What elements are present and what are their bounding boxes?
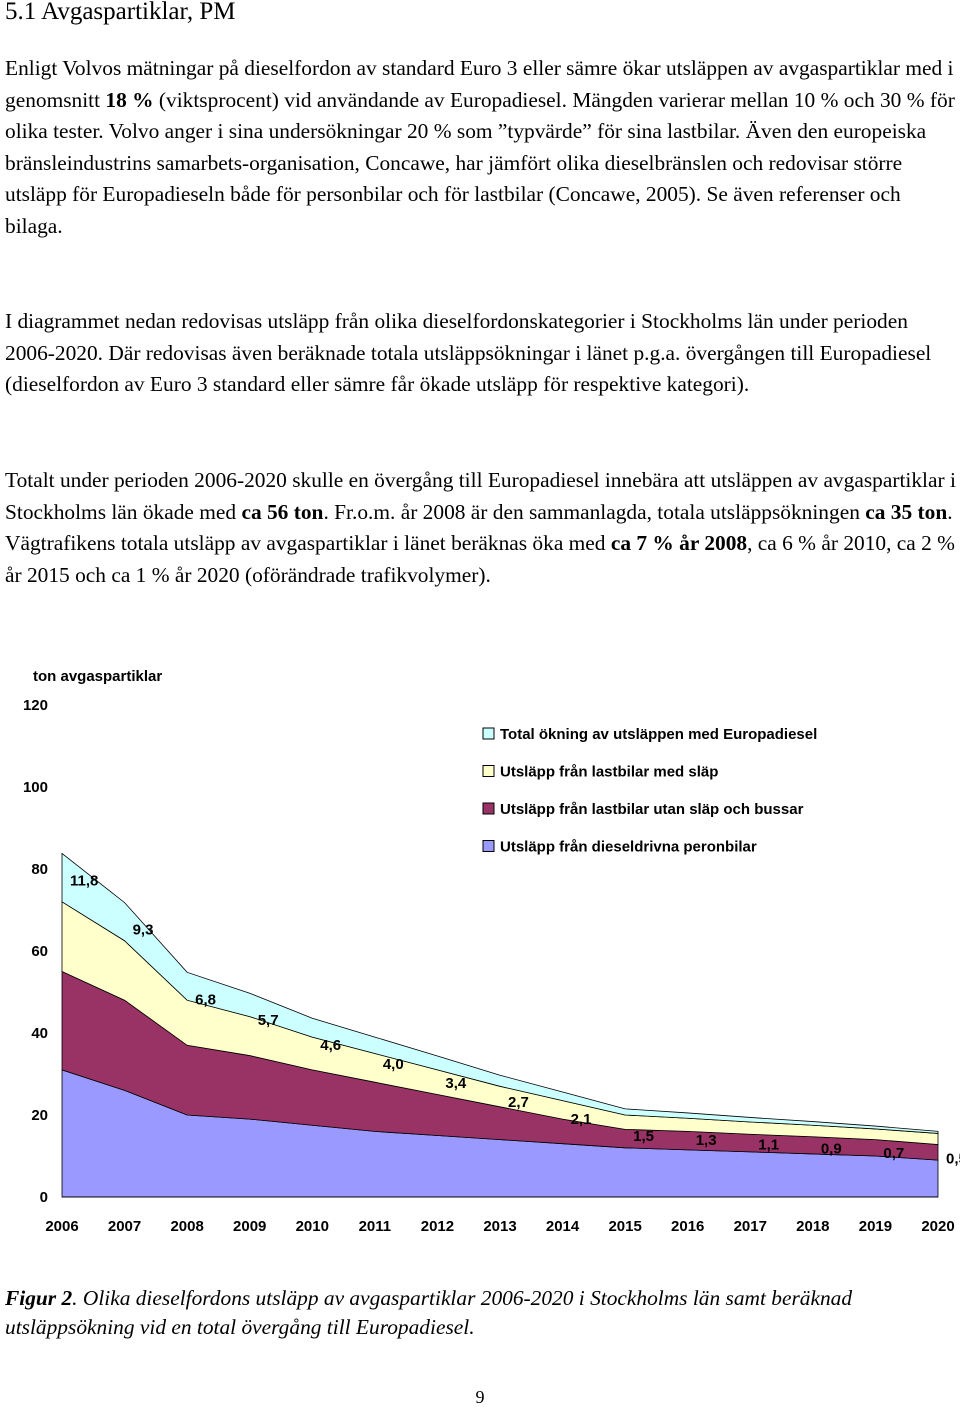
bold-text: ca 56 ton: [241, 499, 324, 524]
data-label: 11,8: [70, 872, 98, 889]
text-run: (viktsprocent) vid användande av Europad…: [5, 87, 955, 238]
y-tick-label: 80: [31, 861, 48, 878]
data-label: 6,8: [195, 991, 216, 1008]
paragraph-2: I diagrammet nedan redovisas utsläpp frå…: [5, 306, 960, 401]
x-tick-label: 2014: [546, 1218, 580, 1235]
figure-caption: Figur 2. Olika dieselfordons utsläpp av …: [5, 1284, 955, 1342]
bold-text: ca 7 % år 2008: [610, 531, 748, 555]
area-series-4: [61, 852, 939, 1134]
y-tick-label: 60: [31, 943, 48, 960]
x-tick-label: 2010: [296, 1218, 329, 1235]
x-tick-label: 2019: [859, 1218, 892, 1235]
x-tick-label: 2020: [921, 1218, 954, 1235]
text-run: , ca 6 % år 2010, ca 2 % år 2015 och ca …: [5, 531, 955, 587]
text-run: Enligt Volvos mätningar på dieselfordon …: [5, 56, 954, 112]
y-tick-label: 20: [31, 1107, 48, 1124]
x-tick-label: 2017: [734, 1218, 767, 1235]
data-label: 2,7: [508, 1094, 529, 1111]
legend-label: Utsläpp från lastbilar med släp: [500, 764, 718, 781]
x-tick-label: 2013: [483, 1218, 516, 1235]
x-tick-label: 2015: [608, 1218, 641, 1235]
data-label: 1,3: [696, 1132, 717, 1149]
stacked-area-chart: ton avgaspartiklar 0 20 40 60 80 100 120 2006 200…: [0, 655, 960, 1245]
figure-label: Figur 2: [5, 1286, 73, 1310]
chart-svg: ton avgaspartiklar 0 20 40 60 80 100 120 2006 200…: [23, 668, 960, 1235]
caption-text: . Olika dieselfordons utsläpp av avgaspa…: [5, 1286, 853, 1339]
bold-text: 18 %: [105, 87, 154, 112]
legend-swatch: [482, 802, 495, 815]
y-axis-label: ton avgaspartiklar: [33, 668, 162, 685]
data-label: 0,7: [883, 1145, 904, 1162]
x-tick-label: 2007: [108, 1218, 141, 1235]
bold-text: ca 35 ton: [865, 499, 948, 524]
legend-swatch: [482, 840, 495, 852]
data-label: 4,0: [383, 1056, 404, 1073]
paragraph-1: Enligt Volvos mätningar på dieselfordon …: [5, 53, 960, 242]
legend-label: Utsläpp från lastbilar utan släp och bus…: [500, 801, 804, 818]
data-label: 4,6: [320, 1037, 341, 1054]
x-tick-label: 2011: [359, 1218, 392, 1235]
data-label: 1,5: [633, 1128, 654, 1145]
section-heading: 5.1 Avgaspartiklar, PM: [5, 0, 236, 25]
legend-swatch: [482, 765, 495, 777]
legend-label: Total ökning av utsläppen med Europadies…: [500, 726, 817, 743]
data-label: 9,3: [133, 922, 154, 939]
page-number: 9: [475, 1387, 485, 1407]
legend-label: Utsläpp från dieseldrivna peronbilar: [500, 839, 757, 856]
legend-swatch: [482, 727, 495, 740]
data-label: 2,1: [571, 1111, 592, 1128]
paragraph-3: Totalt under perioden 2006-2020 skulle e…: [5, 465, 960, 591]
y-tick-label: 0: [40, 1189, 48, 1206]
y-tick-label: 120: [23, 697, 48, 714]
x-tick-label: 2008: [170, 1218, 203, 1235]
text-run: . Fr.o.m. år 2008 är den sammanlagda, to…: [323, 499, 866, 524]
text-run: . Vägtrafikens totala utsläpp av avgaspa…: [5, 499, 953, 556]
y-tick-label: 100: [23, 779, 48, 796]
x-tick-label: 2006: [45, 1218, 78, 1235]
text-run: Totalt under perioden 2006-2020 skulle e…: [5, 468, 956, 524]
x-tick-label: 2016: [671, 1218, 704, 1235]
x-tick-label: 2012: [421, 1218, 454, 1235]
data-label: 1,1: [758, 1136, 779, 1153]
y-tick-label: 40: [31, 1025, 48, 1042]
x-tick-label: 2009: [233, 1218, 266, 1235]
data-label: 0,5: [946, 1150, 960, 1167]
data-label: 0,9: [821, 1141, 842, 1158]
data-label: 5,7: [258, 1012, 279, 1029]
x-tick-label: 2018: [796, 1218, 829, 1235]
text-run: I diagrammet nedan redovisas utsläpp frå…: [5, 309, 932, 396]
data-label: 3,4: [445, 1075, 467, 1092]
